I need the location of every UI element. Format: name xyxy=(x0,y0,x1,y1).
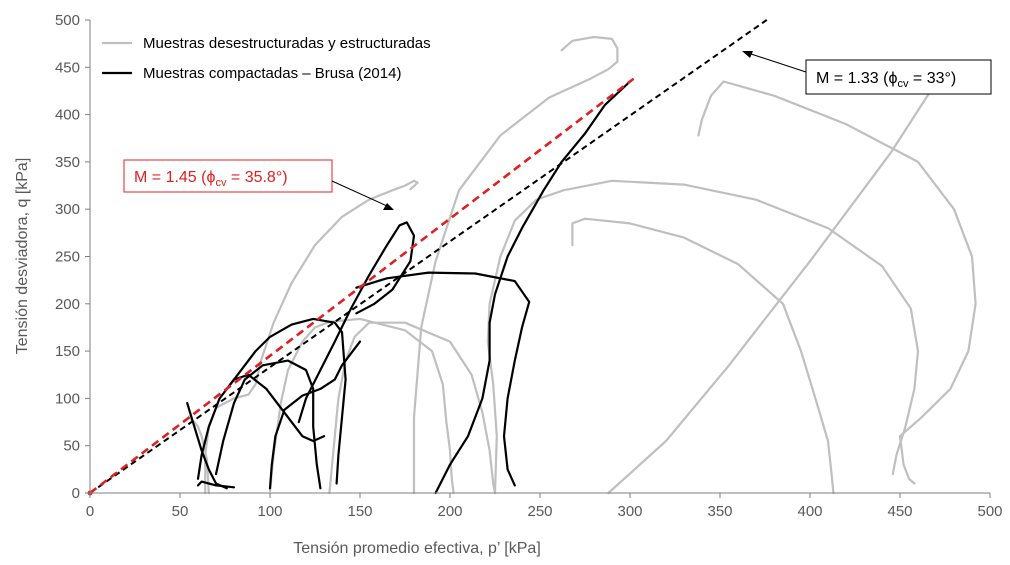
y-tick-label: 300 xyxy=(55,201,80,218)
annotation-red-line: M = 1.45 (ϕcv = 35.8°) xyxy=(123,159,394,210)
annotation-black-line: M = 1.33 (ϕcv = 33°) xyxy=(742,51,992,95)
legend: Muestras desestructuradas y estructurada… xyxy=(102,35,431,82)
x-tick-label: 300 xyxy=(617,503,642,520)
x-tick-label: 450 xyxy=(887,503,912,520)
annotation-black-sub: cv xyxy=(897,78,909,90)
annotation-red-main: M = 1.45 ( xyxy=(134,169,207,186)
y-tick-label: 200 xyxy=(55,296,80,313)
gray-stress-path xyxy=(412,35,619,495)
annotation-red-end: = 35.8°) xyxy=(226,169,287,186)
black-stress-path xyxy=(229,317,347,485)
x-tick-label: 0 xyxy=(86,503,94,520)
gray-stress-path xyxy=(187,415,210,495)
y-axis-title: Tensión desviadora, q [kPa] xyxy=(14,158,31,355)
series-layer xyxy=(186,35,977,495)
y-tick-label: 500 xyxy=(55,12,80,29)
black-stress-path xyxy=(214,359,322,490)
annotation-black-arrow xyxy=(747,52,807,73)
gray-stress-path xyxy=(328,321,497,495)
x-tick-label: 500 xyxy=(977,503,1002,520)
gray-stress-path xyxy=(571,217,835,495)
x-tick-label: 350 xyxy=(707,503,732,520)
black-stress-path xyxy=(355,271,531,487)
line-m-1-33 xyxy=(89,19,768,494)
y-tick-label: 400 xyxy=(55,107,80,124)
x-tick-label: 50 xyxy=(172,503,189,520)
y-tick-label: 50 xyxy=(63,438,80,455)
legend-label-black: Muestras compactadas – Brusa (2014) xyxy=(143,65,401,82)
y-tick-label: 0 xyxy=(72,485,80,502)
annotation-red-sub: cv xyxy=(215,177,227,189)
annotation-black-box xyxy=(805,59,992,95)
annotation-red-arrow xyxy=(331,180,388,207)
legend-label-gray: Muestras desestructuradas y estructurada… xyxy=(143,35,431,52)
x-tick-label: 250 xyxy=(527,503,552,520)
gray-stress-path xyxy=(607,66,947,495)
y-tick-label: 250 xyxy=(55,249,80,266)
x-tick-label: 400 xyxy=(797,503,822,520)
annotation-red-label: M = 1.45 (ϕcv = 35.8°) xyxy=(134,169,288,189)
black-stress-path xyxy=(186,402,228,490)
annotation-black-phi: ϕ xyxy=(888,70,897,87)
y-tick-label: 350 xyxy=(55,154,80,171)
gray-stress-path xyxy=(204,179,419,495)
annotation-black-end: = 33°) xyxy=(908,70,956,87)
black-stress-path xyxy=(196,480,236,489)
black-stress-path xyxy=(434,80,632,495)
reference-lines-layer xyxy=(87,19,768,496)
y-ticks: 0 50 100 150 200 250 300 350 400 450 500 xyxy=(55,12,90,502)
gray-stress-path xyxy=(486,179,920,495)
annotation-black-arrowhead xyxy=(742,51,753,58)
y-tick-label: 450 xyxy=(55,59,80,76)
gray-stress-path xyxy=(268,317,455,495)
x-tick-label: 200 xyxy=(437,503,462,520)
annotation-black-label: M = 1.33 (ϕcv = 33°) xyxy=(816,70,956,90)
black-stress-path xyxy=(196,373,326,480)
annotation-black-main: M = 1.33 ( xyxy=(816,70,889,87)
black-stress-path xyxy=(297,221,416,424)
x-tick-label: 100 xyxy=(257,503,282,520)
black-stress-path xyxy=(268,340,362,490)
x-ticks: 0 50 100 150 200 250 300 350 400 450 500 xyxy=(86,493,1003,520)
annotation-red-phi: ϕ xyxy=(206,169,215,186)
annotation-red-arrowhead xyxy=(383,203,394,210)
y-tick-label: 100 xyxy=(55,390,80,407)
x-tick-label: 150 xyxy=(347,503,372,520)
annotation-red-box xyxy=(123,159,333,193)
line-m-1-45 xyxy=(89,77,635,495)
x-axis-title: Tensión promedio efectiva, p’ [kPa] xyxy=(293,540,541,557)
gray-stress-path xyxy=(697,80,977,485)
y-tick-label: 150 xyxy=(55,343,80,360)
